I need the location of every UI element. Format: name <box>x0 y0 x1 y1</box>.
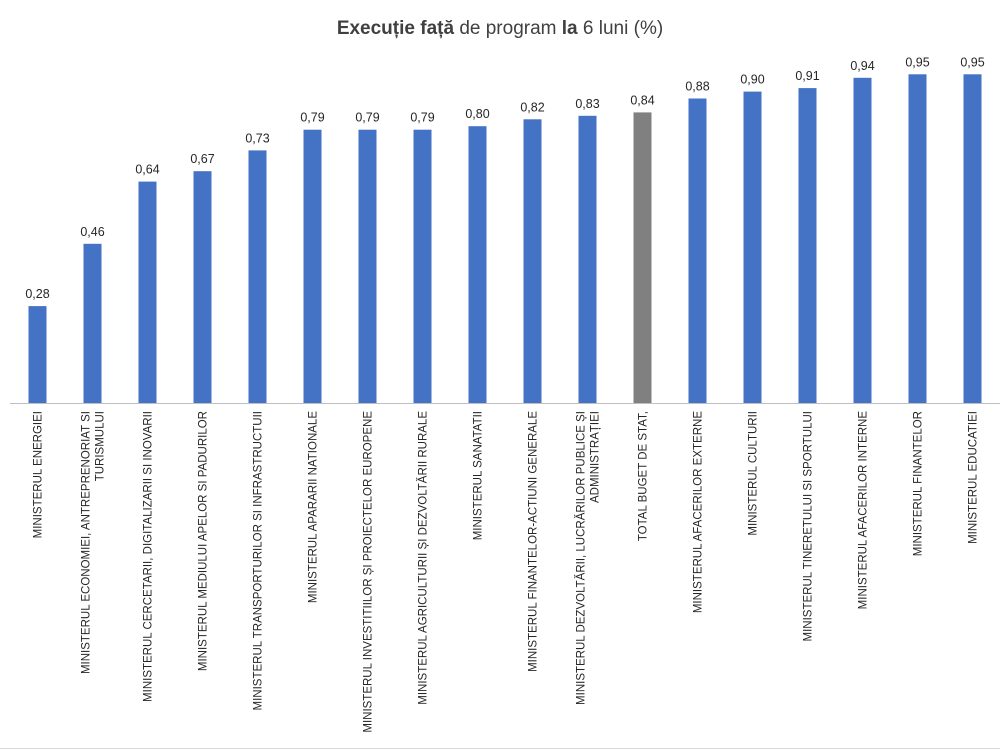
category-label-line: MINISTERUL SANATATII <box>473 411 485 540</box>
category-label: MINISTERUL FINANTELOR-ACTIUNI GENERALE <box>528 411 540 672</box>
category-label: MINISTERUL AFACERILOR EXTERNE <box>693 411 705 613</box>
data-label: 0,79 <box>355 111 379 125</box>
bar <box>743 91 762 403</box>
bar <box>138 181 157 403</box>
bar <box>853 77 872 404</box>
chart-title-part: Execuție față <box>336 18 455 39</box>
category-label: MINISTERUL SANATATII <box>473 411 485 540</box>
category-label-line: MINISTERUL ECONOMIEI, ANTREPRENORIAT SI <box>81 411 93 674</box>
data-label: 0,95 <box>905 55 929 69</box>
data-label: 0,67 <box>190 152 214 166</box>
category-label-line: MINISTERUL AFACERILOR INTERNE <box>858 411 870 610</box>
bar <box>523 119 542 404</box>
category-label-line: MINISTERUL CERCETARII, DIGITALIZARII SI … <box>143 411 155 702</box>
chart-title-part: de program <box>454 18 562 39</box>
category-label: MINISTERUL DEZVOLTĂRII, LUCRĂRILOR PUBLI… <box>575 411 602 705</box>
data-label: 0,90 <box>740 73 764 87</box>
data-label: 0,91 <box>795 69 819 83</box>
chart-title-part: la <box>561 18 578 39</box>
category-label: MINISTERUL INVESTITIILOR ȘI PROIECTELOR … <box>363 411 375 733</box>
chart-title: Execuție față de program la 6 luni (%) <box>0 18 1000 40</box>
category-label-line: TOTAL BUGET DE STAT, <box>638 411 650 541</box>
category-label-line: MINISTERUL APARARII NATIONALE <box>308 411 320 603</box>
category-label: TOTAL BUGET DE STAT, <box>638 411 650 541</box>
category-label-line: MINISTERUL TINERETULUI SI SPORTULUI <box>803 411 815 641</box>
bar-total <box>633 112 652 404</box>
bar <box>358 129 377 403</box>
category-label-line: MINISTERUL ENERGIEI <box>33 411 45 538</box>
data-label: 0,79 <box>410 111 434 125</box>
category-label-line: MINISTERUL MEDIULUI APELOR SI PADURILOR <box>198 411 210 671</box>
category-label: MINISTERUL FINANTELOR <box>913 411 925 556</box>
category-label: MINISTERUL ENERGIEI <box>33 411 45 538</box>
category-label: MINISTERUL MEDIULUI APELOR SI PADURILOR <box>198 411 210 671</box>
chart-title-part: 6 luni (%) <box>577 18 664 39</box>
category-label: MINISTERUL AGRICULTURII ȘI DEZVOLTĂRII R… <box>417 411 430 705</box>
bar <box>303 129 322 403</box>
category-label-line: MINISTERUL AFACERILOR EXTERNE <box>693 411 705 613</box>
bar <box>248 150 267 403</box>
category-label-line: MINISTERUL DEZVOLTĂRII, LUCRĂRILOR PUBLI… <box>575 411 588 705</box>
category-label: MINISTERUL TINERETULUI SI SPORTULUI <box>803 411 815 641</box>
data-label: 0,64 <box>135 163 159 177</box>
category-label-line: TURISMULUI <box>95 411 107 481</box>
bar <box>908 74 927 404</box>
data-label: 0,83 <box>575 97 599 111</box>
bar <box>798 88 817 403</box>
data-label: 0,88 <box>685 80 709 94</box>
bar <box>963 74 982 404</box>
bar <box>83 243 102 403</box>
data-label: 0,95 <box>960 55 984 69</box>
data-label: 0,82 <box>520 100 544 114</box>
bar <box>468 126 487 403</box>
data-label: 0,94 <box>850 59 874 73</box>
category-label: MINISTERUL CERCETARII, DIGITALIZARII SI … <box>143 411 155 702</box>
data-label: 0,73 <box>245 131 269 145</box>
bar <box>688 98 707 403</box>
category-label-line: MINISTERUL CULTURII <box>748 411 760 536</box>
category-label: MINISTERUL ECONOMIEI, ANTREPRENORIAT SI T… <box>81 411 107 674</box>
bar <box>193 171 212 403</box>
bar <box>578 115 597 404</box>
category-label-line: MINISTERUL FINANTELOR-ACTIUNI GENERALE <box>528 411 540 672</box>
category-label-line: MINISTERUL TRANSPORTURILOR SI INFRASTRUC… <box>253 411 265 710</box>
category-label-line: MINISTERUL AGRICULTURII ȘI DEZVOLTĂRII R… <box>417 411 430 705</box>
category-label-line: MINISTERUL INVESTITIILOR ȘI PROIECTELOR … <box>363 411 375 733</box>
category-label: MINISTERUL APARARII NATIONALE <box>308 411 320 603</box>
category-label: MINISTERUL AFACERILOR INTERNE <box>858 411 870 610</box>
category-label: MINISTERUL TRANSPORTURILOR SI INFRASTRUC… <box>253 411 265 710</box>
bar <box>413 129 432 403</box>
data-label: 0,84 <box>630 93 654 107</box>
category-label-line: MINISTERUL FINANTELOR <box>913 411 925 556</box>
data-label: 0,46 <box>80 225 104 239</box>
category-label-line: MINISTERUL EDUCATIEI <box>968 411 980 544</box>
category-label-line: ADMINISTRAȚIEI <box>590 411 602 503</box>
bar <box>28 306 47 403</box>
data-label: 0,28 <box>25 287 49 301</box>
category-label: MINISTERUL EDUCATIEI <box>968 411 980 544</box>
data-label: 0,80 <box>465 107 489 121</box>
category-label: MINISTERUL CULTURII <box>748 411 760 536</box>
data-label: 0,79 <box>300 111 324 125</box>
